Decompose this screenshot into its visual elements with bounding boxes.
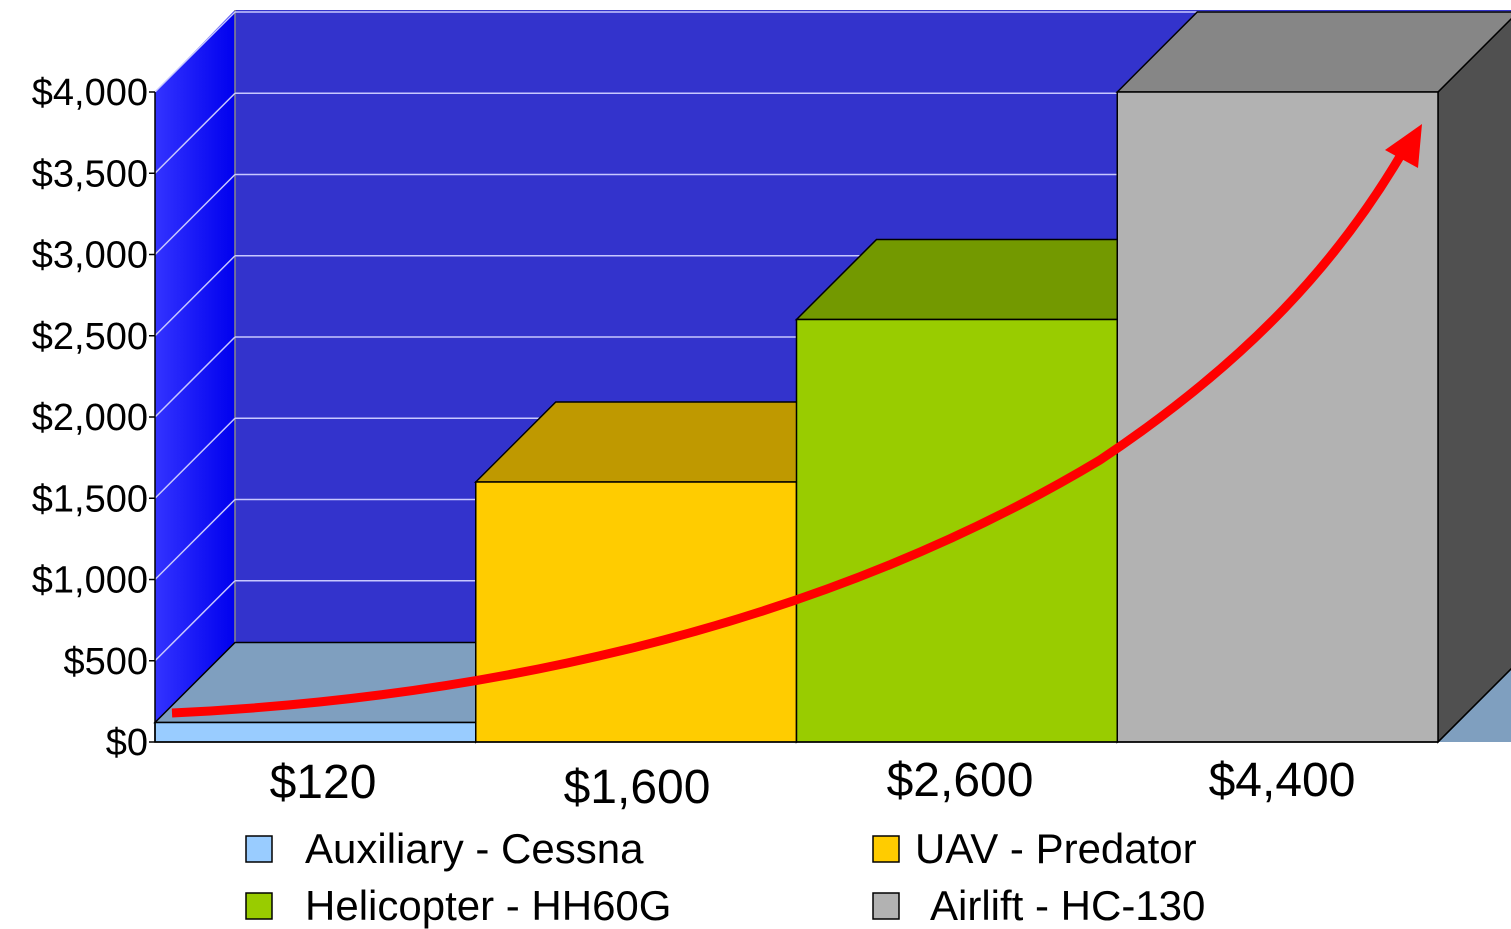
legend-label: Helicopter - HH60G [305,882,671,929]
legend-label: UAV - Predator [915,825,1197,872]
y-tick-label: $4,000 [32,72,148,114]
value-label: $120 [270,756,377,809]
y-tick-label: $3,500 [32,153,148,195]
bar-side [1438,12,1511,742]
value-label: $2,600 [887,754,1034,807]
legend-label: Auxiliary - Cessna [305,825,644,872]
bar [155,723,476,743]
value-label: $4,400 [1209,754,1356,807]
legend-label: Airlift - HC-130 [930,882,1205,929]
legend-swatch [873,893,899,919]
y-tick-label: $0 [106,722,148,764]
legend-swatch [246,836,272,862]
y-tick-label: $2,000 [32,397,148,439]
y-tick-label: $500 [63,641,148,683]
legend-swatch [246,893,272,919]
y-tick-label: $3,000 [32,235,148,277]
legend-swatch [873,836,899,862]
y-tick-label: $2,500 [32,316,148,358]
y-tick-label: $1,000 [32,560,148,602]
y-tick-label: $1,500 [32,478,148,520]
value-label: $1,600 [564,761,711,814]
chart: $0 $500 $1,000 $1,500 $2,000 $2,500 $3,000 $3,5… [0,0,1511,929]
